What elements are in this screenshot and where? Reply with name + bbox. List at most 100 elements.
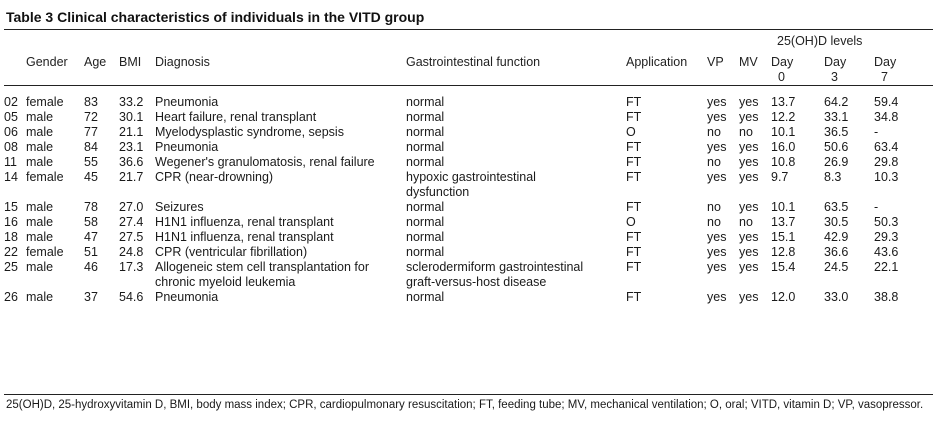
table-row: 08 male 84 23.1 Pneumonia normal FT yes yes 16.0 5… (4, 140, 933, 155)
cell-gi-function-line: sclerodermiform gastrointestinal (406, 260, 584, 274)
cell-mv: yes (739, 230, 759, 244)
cell-gi-function-line: hypoxic gastrointestinal (406, 170, 536, 184)
cell-day0: 9.7 (771, 170, 789, 184)
cell-diagnosis-line: Allogeneic stem cell transplantation for (155, 260, 370, 274)
cell-gi-function: normal (406, 215, 626, 230)
cell-bmi: 27.0 (119, 200, 144, 214)
cell-id: 15 (4, 200, 18, 214)
cell-diagnosis-line: Heart failure, renal transplant (155, 110, 317, 124)
cell-gi-function-line: normal (406, 200, 445, 214)
cell-diagnosis-line: Pneumonia (155, 290, 219, 304)
cell-day7: - (874, 200, 879, 214)
table-row: 15 male 78 27.0 Seizures normal FT no yes 10.1 63.… (4, 200, 933, 215)
table-row: 06 male 77 21.1 Myelodysplastic syndrome, se… (4, 125, 933, 140)
cell-gi-function-line: dysfunction (406, 185, 470, 199)
group-header-25ohd: 25(OH)D levels (777, 34, 863, 48)
cell-day0: 12.8 (771, 245, 796, 259)
cell-age: 78 (84, 200, 98, 214)
cell-diagnosis-line: chronic myeloid leukemia (155, 275, 296, 289)
cell-bmi: 27.5 (119, 230, 144, 244)
cell-diagnosis: H1N1 influenza, renal transplant (155, 230, 406, 245)
table-row: 26 male 37 54.6 Pneumonia normal FT yes yes 12.0 3… (4, 290, 933, 305)
cell-id: 18 (4, 230, 18, 244)
cell-gi-function: normal (406, 125, 626, 140)
table-body: 02 female 83 33.2 Pneumonia normal FT yes yes 13.… (4, 85, 933, 305)
cell-gi-function: normal (406, 245, 626, 260)
cell-diagnosis: Pneumonia (155, 290, 406, 305)
table-footnote: 25(OH)D, 25-hydroxyvitamin D, BMI, body … (6, 399, 924, 411)
cell-gi-function: normal (406, 85, 626, 110)
table-row: 11 male 55 36.6 Wegener's granulomatosis, re… (4, 155, 933, 170)
cell-day7: 22.1 (874, 260, 899, 274)
cell-diagnosis: Pneumonia (155, 85, 406, 110)
cell-diagnosis: Myelodysplastic syndrome, sepsis (155, 125, 406, 140)
cell-day7: 34.8 (874, 110, 899, 124)
header-spacer (4, 30, 771, 53)
cell-application: FT (626, 230, 642, 244)
col-header-gender: Gender (26, 55, 68, 69)
table-row: 16 male 58 27.4 H1N1 influenza, renal transp… (4, 215, 933, 230)
cell-gender: male (26, 125, 54, 139)
cell-day7: 43.6 (874, 245, 899, 259)
cell-mv: yes (739, 260, 759, 274)
cell-day3: 33.0 (824, 290, 849, 304)
cell-gender: male (26, 200, 54, 214)
cell-diagnosis: Seizures (155, 200, 406, 215)
cell-day3: 64.2 (824, 95, 849, 109)
cell-application: FT (626, 290, 642, 304)
cell-application: O (626, 215, 636, 229)
cell-vp: yes (707, 170, 727, 184)
col-header-age: Age (84, 55, 107, 69)
cell-diagnosis-line: CPR (near-drowning) (155, 170, 274, 184)
cell-gi-function-line: normal (406, 110, 445, 124)
top-rule (4, 29, 933, 30)
cell-bmi: 24.8 (119, 245, 144, 259)
cell-mv: yes (739, 170, 759, 184)
table-title: Table 3 Clinical characteristics of indi… (6, 9, 425, 25)
cell-diagnosis: Wegener's granulomatosis, renal failure (155, 155, 406, 170)
cell-gi-function: normal (406, 140, 626, 155)
cell-day0: 13.7 (771, 215, 796, 229)
cell-diagnosis-line: CPR (ventricular fibrillation) (155, 245, 308, 259)
bottom-rule (4, 394, 933, 395)
cell-gi-function-line: normal (406, 95, 445, 109)
cell-application: FT (626, 155, 642, 169)
cell-diagnosis: CPR (ventricular fibrillation) (155, 245, 406, 260)
cell-age: 58 (84, 215, 98, 229)
cell-day0: 13.7 (771, 95, 796, 109)
cell-mv: no (739, 215, 753, 229)
cell-mv: yes (739, 110, 759, 124)
header-rule (4, 85, 933, 86)
cell-bmi: 27.4 (119, 215, 144, 229)
col-header-gi-function: Gastrointestinal function (406, 55, 541, 69)
cell-bmi: 54.6 (119, 290, 144, 304)
cell-gender: female (26, 245, 64, 259)
cell-gi-function-line: normal (406, 155, 445, 169)
cell-age: 84 (84, 140, 98, 154)
cell-day7: 29.8 (874, 155, 899, 169)
cell-gi-function-line: normal (406, 125, 445, 139)
cell-gi-function: hypoxic gastrointestinal dysfunction (406, 170, 626, 200)
cell-id: 11 (4, 155, 17, 169)
cell-id: 26 (4, 290, 18, 304)
cell-day0: 15.1 (771, 230, 796, 244)
cell-vp: yes (707, 245, 727, 259)
cell-gi-function: sclerodermiform gastrointestinal graft-ve… (406, 260, 626, 290)
cell-vp: no (707, 125, 721, 139)
cell-day0: 10.1 (771, 125, 796, 139)
cell-mv: yes (739, 95, 759, 109)
cell-day3: 36.5 (824, 125, 849, 139)
cell-mv: yes (739, 245, 759, 259)
cell-id: 14 (4, 170, 18, 184)
cell-day7: - (874, 125, 879, 139)
col-header-application: Application (626, 55, 688, 69)
cell-gi-function: normal (406, 290, 626, 305)
cell-bmi: 21.7 (119, 170, 144, 184)
cell-id: 02 (4, 95, 18, 109)
cell-diagnosis: H1N1 influenza, renal transplant (155, 215, 406, 230)
table-row: 25 male 46 17.3 Allogeneic stem cell transpl… (4, 260, 933, 290)
cell-gi-function: normal (406, 200, 626, 215)
cell-bmi: 21.1 (119, 125, 144, 139)
cell-gi-function-line: normal (406, 215, 445, 229)
